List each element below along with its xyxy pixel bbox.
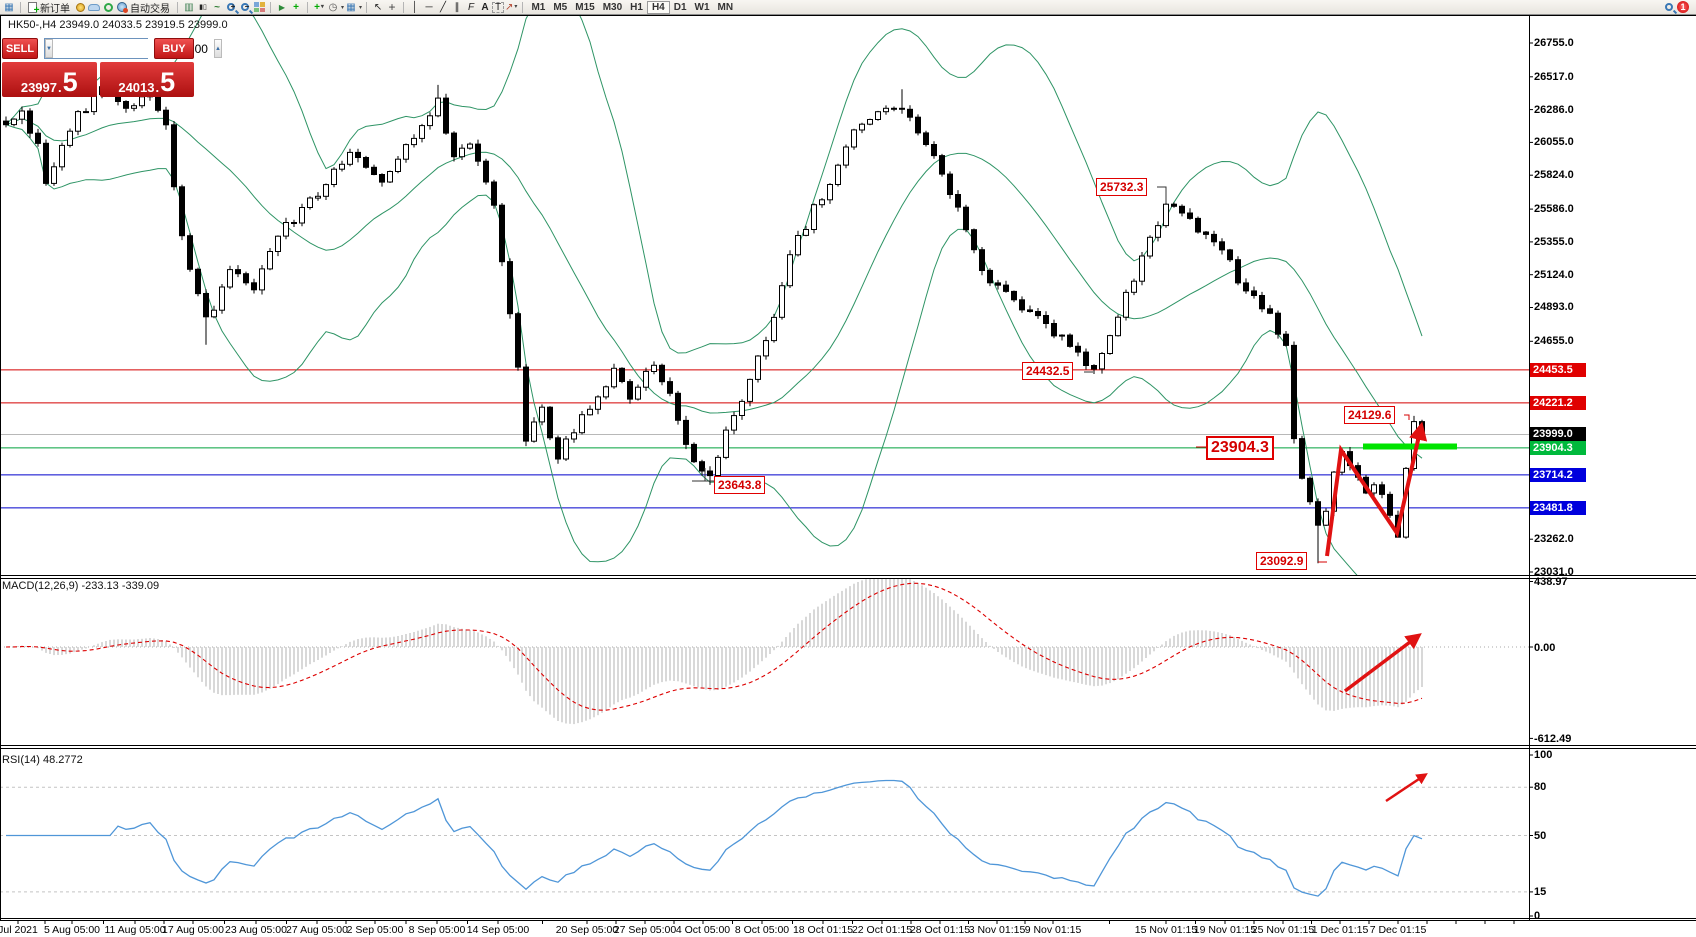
main-toolbar: ▦ 新订单 自动交易 ▥ ▮▯ ~ + − ▶ + +▾ ◷▾ ▦▾ ↖ + │…	[0, 0, 1696, 16]
signal-icon[interactable]	[101, 1, 115, 14]
timeframe-h4[interactable]: H4	[646, 0, 670, 14]
add-indicator-icon[interactable]: + ▾	[314, 1, 324, 13]
buy-price-fraction: 5	[160, 67, 176, 97]
gold-icon[interactable]	[73, 1, 87, 14]
annotation-price-label[interactable]: 24432.5	[1022, 362, 1074, 380]
new-order-label[interactable]: 新订单	[40, 3, 70, 15]
timeframe-w1[interactable]: W1	[694, 1, 710, 13]
buy-button[interactable]: BUY	[154, 38, 194, 59]
annotation-price-label[interactable]: 23092.9	[1256, 552, 1308, 570]
bar-chart-icon[interactable]: ▥	[184, 1, 194, 13]
toolbar-separator	[20, 1, 21, 13]
annotation-price-label[interactable]: 23643.8	[714, 476, 766, 494]
search-icon[interactable]	[1662, 1, 1676, 14]
chart-shift-icon[interactable]: ▦	[4, 1, 14, 13]
fibonacci-icon[interactable]: F	[467, 1, 475, 13]
sell-button[interactable]: SELL	[2, 38, 38, 59]
sell-price-main: 23997	[20, 80, 57, 95]
timeframe-m30[interactable]: M30	[602, 1, 623, 13]
crosshair-icon[interactable]: +	[388, 0, 396, 14]
horizontal-line-icon[interactable]: ─	[425, 1, 433, 13]
timeframe-m15[interactable]: M15	[575, 1, 595, 13]
volume-increase-button[interactable]: ▲	[213, 39, 222, 58]
auto-trading-label[interactable]: 自动交易	[130, 3, 170, 15]
zoom-in-icon[interactable]: +	[224, 1, 238, 14]
buy-price-tile[interactable]: 24013. 5	[99, 62, 194, 97]
toolbar-separator	[177, 1, 178, 13]
candlestick-chart-icon[interactable]: ▮▯	[199, 3, 207, 11]
sell-price-dot: .	[58, 80, 62, 95]
template-caret-icon[interactable]: ▾	[359, 4, 363, 11]
zoom-out-icon[interactable]: −	[238, 1, 252, 14]
trendline-icon[interactable]: ╱	[440, 1, 447, 13]
cursor-icon[interactable]: ↖	[373, 1, 383, 13]
vertical-line-icon[interactable]: │	[411, 1, 419, 13]
timeframe-group: M1 M5 M15 M30 H1 H4 D1 W1 MN	[527, 0, 737, 14]
arrows-tool-icon[interactable]: ↗ ▾	[505, 1, 518, 13]
buy-price-dot: .	[155, 80, 160, 95]
annotation-price-label[interactable]: 25732.3	[1096, 178, 1148, 196]
sell-price-tile[interactable]: 23997. 5	[2, 62, 97, 97]
chart-template-icon[interactable]: ▦	[346, 1, 356, 13]
new-order-icon[interactable]	[25, 1, 40, 16]
text-tool-icon[interactable]: A	[481, 1, 489, 13]
tile-windows-icon[interactable]	[252, 1, 266, 14]
auto-trading-icon[interactable]	[115, 1, 129, 14]
toolbar-separator	[366, 1, 368, 13]
volume-stepper: ▼ ▲	[44, 38, 222, 59]
annotation-price-label[interactable]: 24129.6	[1344, 406, 1396, 424]
volume-decrease-button[interactable]: ▼	[45, 39, 53, 58]
period-clock-icon[interactable]: ◷	[328, 1, 338, 13]
timeframe-m1[interactable]: M1	[531, 1, 546, 13]
clock-caret-icon[interactable]: ▾	[341, 4, 345, 11]
timeframe-h1[interactable]: H1	[630, 1, 643, 13]
toolbar-separator	[522, 1, 524, 13]
toolbar-separator	[403, 1, 405, 13]
annotation-price-label[interactable]: 23904.3	[1206, 436, 1274, 460]
buy-price-main: 24013	[118, 80, 155, 95]
notification-icon[interactable]: 1	[1676, 1, 1690, 14]
timeframe-mn[interactable]: MN	[717, 1, 734, 13]
sell-price-fraction: 5	[62, 67, 78, 97]
strategy-tester-icon[interactable]: ▶	[278, 2, 286, 12]
new-chart-icon[interactable]: +	[293, 1, 299, 13]
timeframe-d1[interactable]: D1	[673, 1, 687, 13]
toolbar-separator	[270, 1, 271, 13]
timeframe-m5[interactable]: M5	[553, 1, 568, 13]
equidistant-channel-icon[interactable]: ∥	[454, 1, 460, 13]
text-label-icon[interactable]: T	[492, 1, 505, 13]
toolbar-separator	[307, 1, 308, 13]
community-icon[interactable]	[87, 1, 101, 14]
line-chart-icon[interactable]: ~	[214, 1, 220, 13]
one-click-trade-panel: SELL ▼ ▲ BUY 23997.5 24013.5	[2, 38, 222, 97]
